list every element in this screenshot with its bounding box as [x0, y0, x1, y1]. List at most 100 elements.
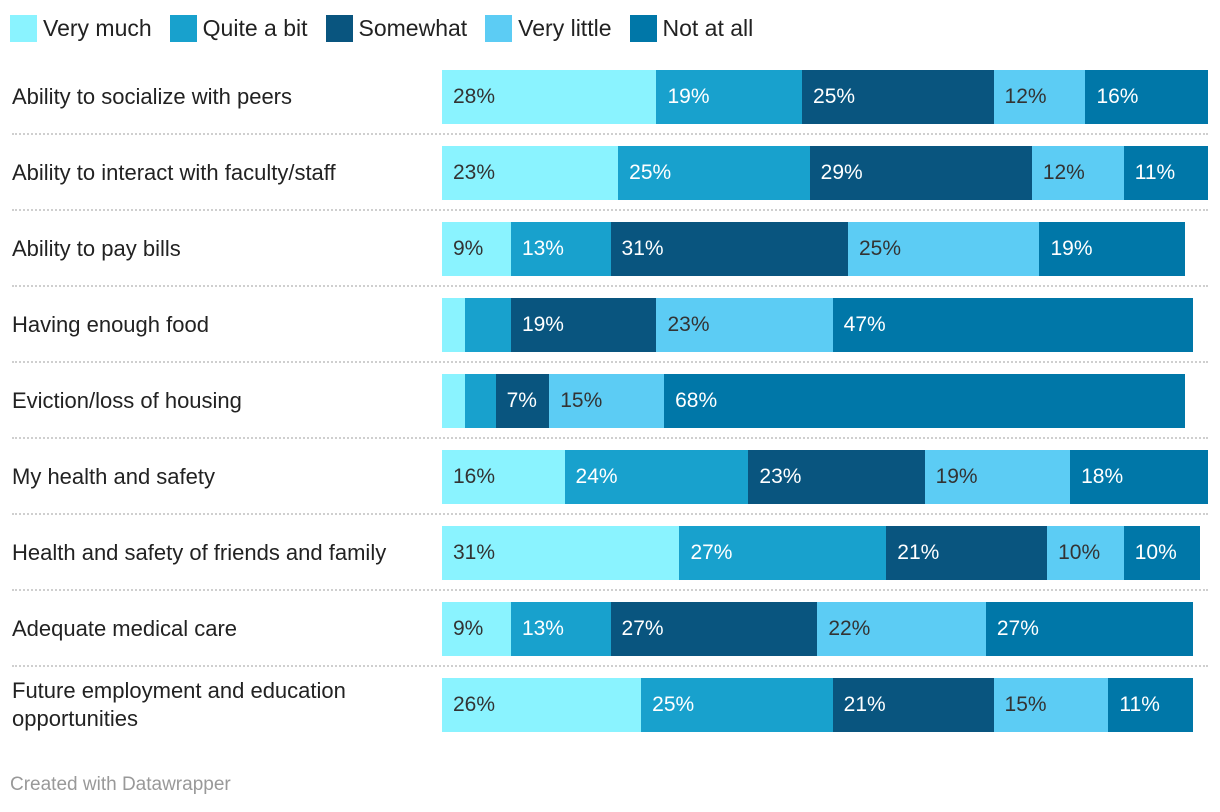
- data-label: 10%: [1058, 541, 1101, 564]
- bar-segment: 15%: [993, 678, 1109, 732]
- bar-segment: 24%: [564, 450, 749, 504]
- bar-segment: 10%: [1123, 526, 1201, 580]
- bar-segment: 18%: [1070, 450, 1208, 504]
- data-label: 31%: [621, 237, 664, 260]
- bar-segment: 47%: [832, 298, 1193, 352]
- bar-segment: 23%: [748, 450, 925, 504]
- bar-segment: 21%: [886, 526, 1048, 580]
- bar-track: 7% 15% 68%: [442, 374, 1208, 428]
- chart-row: Adequate medical care 9% 13% 27% 22% 27%: [0, 590, 1220, 667]
- bar-segment: 19%: [924, 450, 1071, 504]
- data-label: 22%: [828, 617, 871, 640]
- bar-segment: [442, 374, 465, 428]
- row-divider: [12, 133, 1208, 135]
- category-label-text: Future employment and education opportun…: [12, 678, 346, 731]
- legend-item: Very much: [10, 14, 152, 42]
- bar-segment: 31%: [442, 526, 680, 580]
- bar-segment: 11%: [1123, 146, 1208, 200]
- category-label: Ability to interact with faculty/staff: [12, 146, 432, 200]
- data-label: 23%: [667, 313, 710, 336]
- bar-segment: 25%: [641, 678, 833, 732]
- chart-row: Ability to socialize with peers 28% 19% 25%…: [0, 58, 1220, 135]
- bar-segment: 12%: [993, 70, 1086, 124]
- chart-row: Ability to interact with faculty/staff 23…: [0, 134, 1220, 211]
- data-label: 25%: [813, 85, 856, 108]
- data-label: 23%: [759, 465, 802, 488]
- chart-row: My health and safety 16% 24% 23% 19% 18%: [0, 438, 1220, 515]
- row-divider: [12, 361, 1208, 363]
- legend-swatch: [169, 14, 197, 42]
- data-label: 29%: [820, 161, 863, 184]
- bar-segment: 25%: [847, 222, 1040, 276]
- data-label: 18%: [1081, 465, 1124, 488]
- row-divider: [12, 513, 1208, 515]
- bar-segment: 31%: [610, 222, 848, 276]
- legend-label: Not at all: [662, 14, 754, 41]
- bar-segment: 22%: [817, 602, 986, 656]
- legend-label: Somewhat: [358, 14, 468, 41]
- bar-segment: 21%: [832, 678, 994, 732]
- bar-segment: 68%: [664, 374, 1185, 428]
- bar-track: 19% 23% 47%: [442, 298, 1208, 352]
- legend-swatch: [485, 14, 513, 42]
- bar-segment: 11%: [1108, 678, 1193, 732]
- bar-segment: 10%: [1047, 526, 1124, 580]
- category-label-text: Health and safety of friends and family: [12, 540, 387, 565]
- category-label-text: Adequate medical care: [12, 616, 238, 641]
- data-label: 21%: [897, 541, 940, 564]
- bar-segment: 16%: [1085, 70, 1208, 124]
- bar-segment: 23%: [442, 146, 619, 200]
- legend-label: Very little: [518, 14, 612, 41]
- data-label: 47%: [843, 313, 886, 336]
- bar-segment: 9%: [442, 602, 511, 656]
- row-divider: [12, 437, 1208, 439]
- data-label: 7%: [506, 389, 537, 412]
- bar-segment: 25%: [618, 146, 810, 200]
- bar-track: 26% 25% 21% 15% 11%: [442, 678, 1208, 732]
- data-label: 16%: [1096, 85, 1139, 108]
- data-label: 19%: [935, 465, 978, 488]
- legend-item: Very little: [485, 14, 612, 42]
- row-divider: [12, 209, 1208, 211]
- bar-track: 31% 27% 21% 10% 10%: [442, 526, 1208, 580]
- chart-row: Future employment and education opportun…: [0, 666, 1220, 742]
- data-label: 13%: [521, 237, 564, 260]
- bar-track: 16% 24% 23% 19% 18%: [442, 450, 1208, 504]
- legend-item: Quite a bit: [169, 14, 308, 42]
- category-label-text: Ability to socialize with peers: [12, 84, 293, 109]
- category-label-text: Eviction/loss of housing: [12, 388, 242, 413]
- data-label: 21%: [843, 693, 886, 716]
- bar-segment: 27%: [610, 602, 818, 656]
- bar-segment: [464, 298, 511, 352]
- data-label: 9%: [453, 617, 484, 640]
- data-label: 12%: [1004, 85, 1047, 108]
- data-label: 27%: [621, 617, 664, 640]
- data-label: 19%: [1050, 237, 1093, 260]
- data-label: 31%: [453, 541, 496, 564]
- legend-item: Somewhat: [325, 14, 468, 42]
- bar-segment: 7%: [495, 374, 550, 428]
- bar-segment: 19%: [510, 298, 657, 352]
- data-label: 26%: [453, 693, 496, 716]
- chart-row: Eviction/loss of housing 7% 15% 68%: [0, 362, 1220, 439]
- data-label: 19%: [667, 85, 710, 108]
- bar-segment: 19%: [656, 70, 802, 124]
- data-label: 11%: [1119, 693, 1160, 716]
- data-label: 11%: [1134, 161, 1176, 184]
- chart-row: Ability to pay bills 9% 13% 31% 25% 19%: [0, 210, 1220, 287]
- legend: Very much Quite a bit Somewhat Very little N…: [10, 13, 771, 43]
- data-label: 27%: [996, 617, 1039, 640]
- bar-segment: 27%: [679, 526, 887, 580]
- category-label-text: Having enough food: [12, 312, 209, 337]
- legend-label: Quite a bit: [202, 14, 308, 41]
- data-label: 10%: [1134, 541, 1177, 564]
- bar-segment: 27%: [985, 602, 1193, 656]
- data-label: 25%: [629, 161, 672, 184]
- data-label: 16%: [453, 465, 496, 488]
- legend-swatch: [10, 14, 37, 42]
- bar-segment: 13%: [510, 222, 611, 276]
- data-label: 25%: [858, 237, 901, 260]
- bar-segment: 16%: [442, 450, 565, 504]
- bar-segment: 19%: [1039, 222, 1185, 276]
- legend-label: Very much: [43, 14, 152, 41]
